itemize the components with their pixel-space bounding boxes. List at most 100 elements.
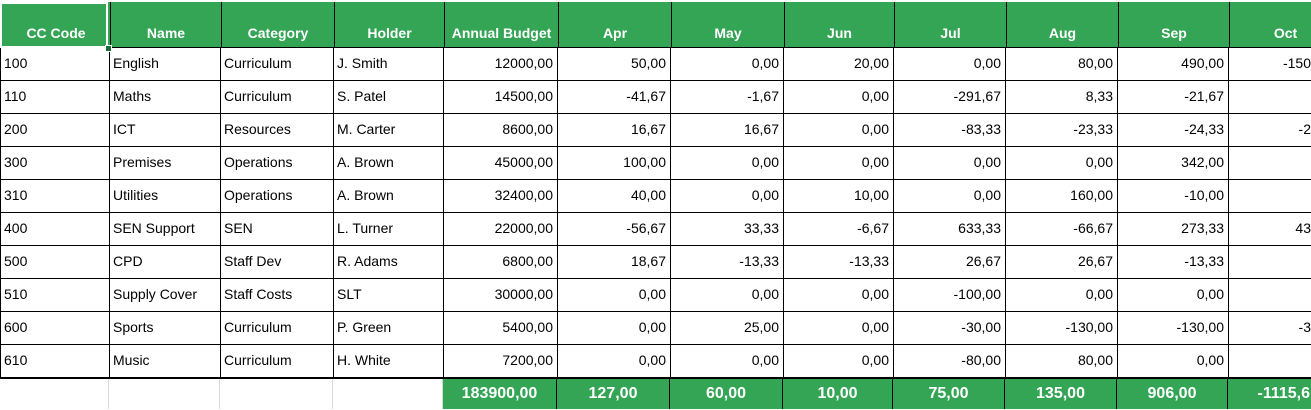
cell[interactable]: SEN Support xyxy=(110,213,221,245)
cell[interactable]: 342,00 xyxy=(1118,147,1229,179)
cell[interactable]: 26,67 xyxy=(894,246,1006,278)
total-cell[interactable]: 60,00 xyxy=(670,379,783,409)
total-cell[interactable]: 127,00 xyxy=(557,379,670,409)
cell[interactable]: R. Adams xyxy=(334,246,444,278)
cell[interactable]: 490,00 xyxy=(1118,48,1229,80)
cell[interactable]: Supply Cover xyxy=(110,279,221,311)
cell[interactable]: -6,67 xyxy=(784,213,894,245)
column-header-name[interactable]: Name xyxy=(111,2,222,47)
total-cell[interactable]: 75,00 xyxy=(893,379,1005,409)
cell[interactable] xyxy=(1229,279,1311,311)
cell[interactable]: 0,00 xyxy=(784,312,894,344)
cell[interactable]: Music xyxy=(110,345,221,377)
cell[interactable]: -56,67 xyxy=(558,213,671,245)
cell[interactable]: -83,33 xyxy=(894,114,1006,146)
cell[interactable]: 610 xyxy=(1,345,110,377)
cell[interactable]: 100,00 xyxy=(558,147,671,179)
cell[interactable]: Operations xyxy=(221,147,334,179)
cell[interactable]: Staff Costs xyxy=(221,279,334,311)
cell[interactable]: M. Carter xyxy=(334,114,444,146)
cell[interactable]: 0,00 xyxy=(671,48,784,80)
cell[interactable]: -30,00 xyxy=(894,312,1006,344)
cell[interactable]: 100 xyxy=(1,48,110,80)
cell[interactable]: -3 xyxy=(1229,312,1311,344)
cell[interactable]: A. Brown xyxy=(334,180,444,212)
cell[interactable]: 5400,00 xyxy=(444,312,558,344)
cell[interactable]: 0,00 xyxy=(671,345,784,377)
cell[interactable]: 300 xyxy=(1,147,110,179)
cell[interactable]: 16,67 xyxy=(671,114,784,146)
cell[interactable]: 0,00 xyxy=(1118,345,1229,377)
cell[interactable]: 32400,00 xyxy=(444,180,558,212)
total-blank-cell[interactable] xyxy=(333,379,443,409)
cell[interactable]: 30000,00 xyxy=(444,279,558,311)
cell[interactable]: 0,00 xyxy=(784,81,894,113)
column-header-annual-budget[interactable]: Annual Budget xyxy=(445,2,559,47)
total-cell[interactable]: 183900,00 xyxy=(443,379,557,409)
cell[interactable]: 33,33 xyxy=(671,213,784,245)
column-header-cc-code[interactable]: CC Code xyxy=(2,2,111,47)
cell[interactable]: -13,33 xyxy=(784,246,894,278)
cell[interactable]: Sports xyxy=(110,312,221,344)
cell[interactable] xyxy=(1229,81,1311,113)
cell[interactable]: -1,67 xyxy=(671,81,784,113)
cell[interactable]: Curriculum xyxy=(221,81,334,113)
cell[interactable]: Curriculum xyxy=(221,312,334,344)
cell[interactable]: S. Patel xyxy=(334,81,444,113)
cell[interactable]: 20,00 xyxy=(784,48,894,80)
cell[interactable]: 45000,00 xyxy=(444,147,558,179)
column-header-sep[interactable]: Sep xyxy=(1119,2,1230,47)
column-header-aug[interactable]: Aug xyxy=(1007,2,1119,47)
cell[interactable]: Curriculum xyxy=(221,345,334,377)
cell[interactable]: -24,33 xyxy=(1118,114,1229,146)
column-header-holder[interactable]: Holder xyxy=(335,2,445,47)
cell[interactable]: A. Brown xyxy=(334,147,444,179)
total-cell[interactable]: -1115,6 xyxy=(1228,379,1311,409)
cell[interactable]: SLT xyxy=(334,279,444,311)
cell[interactable]: CPD xyxy=(110,246,221,278)
cell[interactable]: SEN xyxy=(221,213,334,245)
cell[interactable]: Maths xyxy=(110,81,221,113)
cell[interactable] xyxy=(1229,345,1311,377)
cell[interactable]: -13,33 xyxy=(1118,246,1229,278)
cell[interactable]: Operations xyxy=(221,180,334,212)
cell[interactable]: H. White xyxy=(334,345,444,377)
cell[interactable]: 0,00 xyxy=(1118,279,1229,311)
total-cell[interactable]: 135,00 xyxy=(1005,379,1117,409)
total-cell[interactable]: 906,00 xyxy=(1117,379,1228,409)
cell[interactable]: 0,00 xyxy=(784,114,894,146)
cell[interactable]: 0,00 xyxy=(784,279,894,311)
cell[interactable]: 0,00 xyxy=(671,279,784,311)
cell[interactable]: 0,00 xyxy=(1006,279,1118,311)
cell[interactable]: 0,00 xyxy=(558,279,671,311)
cell[interactable]: 8,33 xyxy=(1006,81,1118,113)
cell[interactable]: 0,00 xyxy=(894,147,1006,179)
cell[interactable]: ICT xyxy=(110,114,221,146)
cell[interactable]: 0,00 xyxy=(894,180,1006,212)
cell[interactable]: 160,00 xyxy=(1006,180,1118,212)
cell[interactable]: 25,00 xyxy=(671,312,784,344)
cell[interactable]: -80,00 xyxy=(894,345,1006,377)
cell[interactable]: Utilities xyxy=(110,180,221,212)
total-cell[interactable]: 10,00 xyxy=(783,379,893,409)
cell[interactable]: 0,00 xyxy=(671,147,784,179)
cell[interactable]: 22000,00 xyxy=(444,213,558,245)
cell[interactable]: -2 xyxy=(1229,114,1311,146)
cell[interactable]: -100,00 xyxy=(894,279,1006,311)
total-blank-cell[interactable] xyxy=(0,379,109,409)
total-blank-cell[interactable] xyxy=(109,379,220,409)
cell[interactable]: 12000,00 xyxy=(444,48,558,80)
cell[interactable]: 80,00 xyxy=(1006,345,1118,377)
cell[interactable]: -41,67 xyxy=(558,81,671,113)
cell[interactable]: 0,00 xyxy=(558,345,671,377)
cell[interactable]: 0,00 xyxy=(558,312,671,344)
cell[interactable]: 0,00 xyxy=(784,147,894,179)
cell[interactable]: 6800,00 xyxy=(444,246,558,278)
cell[interactable]: Resources xyxy=(221,114,334,146)
cell[interactable]: 80,00 xyxy=(1006,48,1118,80)
total-blank-cell[interactable] xyxy=(220,379,333,409)
cell[interactable]: L. Turner xyxy=(334,213,444,245)
cell[interactable]: Curriculum xyxy=(221,48,334,80)
cell[interactable]: 273,33 xyxy=(1118,213,1229,245)
cell[interactable]: 600 xyxy=(1,312,110,344)
